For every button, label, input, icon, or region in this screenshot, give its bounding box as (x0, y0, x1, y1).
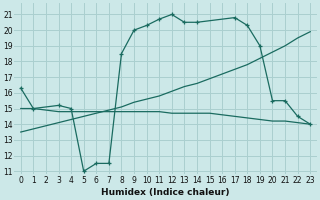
X-axis label: Humidex (Indice chaleur): Humidex (Indice chaleur) (101, 188, 230, 197)
